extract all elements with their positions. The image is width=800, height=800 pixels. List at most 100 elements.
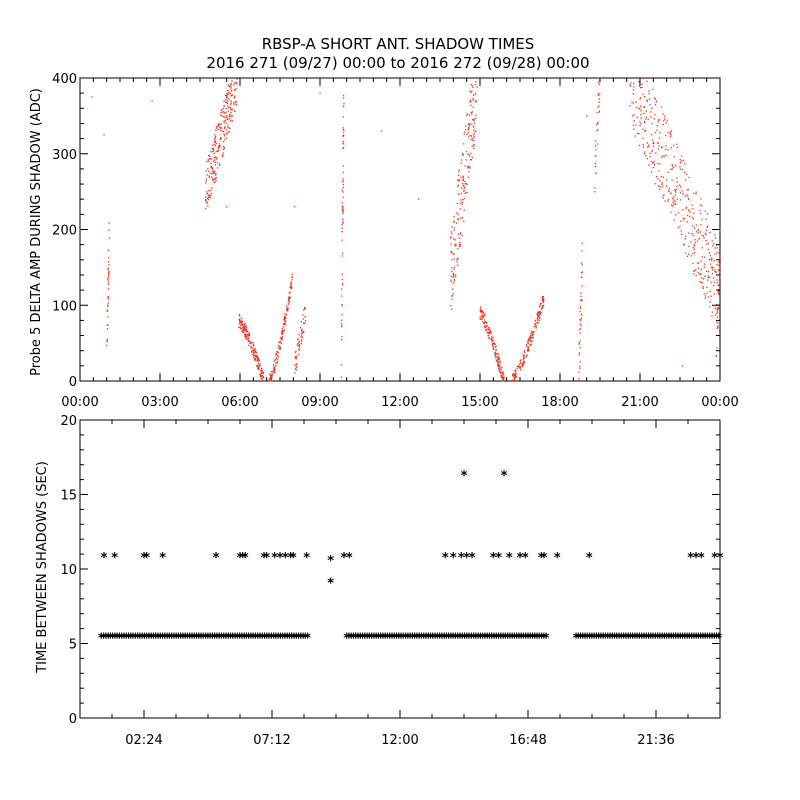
shadow-amp-point: [498, 368, 500, 371]
shadow-amp-point: [596, 143, 599, 145]
shadow-amp-point: [481, 310, 483, 312]
baseline-star: *: [538, 632, 545, 647]
shadow-amp-point: [536, 314, 538, 316]
shadow-amp-point: [258, 358, 260, 360]
shadow-amp-point: [243, 334, 246, 336]
shadow-amp-point: [223, 127, 226, 129]
shadow-amp-point: [226, 115, 228, 117]
shadow-amp-point: [675, 188, 678, 190]
shadow-amp-point: [206, 197, 209, 200]
shadow-amp-point: [665, 122, 667, 124]
shadow-amp-point: [488, 329, 490, 331]
shadow-amp-point: [207, 168, 209, 170]
shadow-amp-point: [579, 367, 581, 369]
shadow-amp-point: [539, 312, 541, 315]
shadow-amp-point: [461, 203, 463, 205]
shadow-amp-point: [694, 227, 696, 229]
shadow-amp-point: [697, 262, 699, 265]
baseline-star: *: [509, 632, 516, 647]
shadow-amp-point: [714, 234, 716, 236]
shadow-amp-point: [218, 164, 221, 166]
shadow-amp-point: [640, 113, 642, 116]
shadow-amp-point: [216, 142, 218, 144]
shadow-amp-point: [688, 210, 690, 212]
shadow-amp-point: [276, 353, 278, 356]
shadow-amp-point: [673, 189, 676, 191]
shadow-amp-point: [492, 342, 494, 344]
shadow-amp-point: [701, 247, 703, 249]
shadow-amp-point: [226, 118, 228, 120]
shadow-amp-point: [681, 209, 684, 211]
shadow-amp-point: [636, 116, 638, 119]
shadow-amp-point: [213, 138, 216, 140]
shadow-amp-point: [342, 252, 344, 254]
shadow-amp-point: [463, 220, 465, 223]
shadow-amp-point: [319, 92, 321, 94]
shadow-amp-point: [108, 271, 110, 273]
shadow-amp-point: [638, 132, 640, 135]
shadow-amp-point: [523, 357, 526, 359]
shadow-amp-point: [106, 328, 109, 330]
baseline-star: *: [613, 632, 620, 647]
shadow-amp-point: [249, 340, 251, 343]
shadow-amp-point: [228, 107, 230, 109]
shadow-amp-point: [476, 86, 478, 88]
shadow-amp-point: [247, 335, 249, 337]
shadow-amp-point: [227, 124, 229, 126]
baseline-star: *: [234, 632, 241, 647]
shadow-amp-point: [640, 87, 642, 89]
shadow-amp-point: [461, 201, 464, 204]
shadow-amp-point: [664, 115, 666, 117]
baseline-star: *: [629, 632, 636, 647]
shadow-amp-point: [522, 357, 524, 359]
shadow-amp-point: [683, 243, 685, 245]
shadow-amp-point: [474, 117, 477, 120]
shadow-amp-point: [457, 257, 459, 260]
shadow-amp-point: [700, 198, 702, 200]
shadow-amp-point: [290, 281, 292, 283]
shadow-amp-point: [270, 377, 273, 379]
shadow-amp-point: [668, 190, 670, 192]
shadow-amp-point: [710, 281, 712, 283]
shadow-amp-point: [642, 146, 645, 148]
shadow-amp-point: [578, 329, 581, 331]
shadow-amp-point: [214, 181, 216, 183]
shadow-amp-point: [211, 169, 214, 171]
shadow-amp-point: [703, 266, 705, 268]
shadow-amp-point: [460, 159, 463, 161]
shadow-amp-point: [457, 218, 459, 220]
shadow-amp-point: [465, 183, 467, 185]
shadow-amp-point: [250, 346, 252, 348]
shadow-amp-point: [107, 279, 109, 281]
shadow-amp-point: [296, 363, 298, 366]
shadow-amp-point: [479, 308, 482, 310]
baseline-star: *: [418, 632, 425, 647]
shadow-amp-point: [530, 343, 533, 345]
shadow-amp-point: [495, 349, 497, 351]
shadow-amp-point: [341, 224, 343, 226]
shadow-amp-point: [711, 311, 713, 313]
shadow-amp-point: [632, 92, 634, 95]
baseline-star: *: [516, 632, 523, 647]
figure-title-line1: RBSP-A SHORT ANT. SHADOW TIMES: [262, 35, 535, 53]
shadow-amp-point: [258, 364, 260, 366]
shadow-amp-point: [666, 119, 668, 121]
shadow-amp-point: [674, 203, 676, 205]
shadow-amp-point: [464, 131, 466, 133]
shadow-amp-point: [594, 162, 596, 165]
shadow-amp-point: [205, 199, 207, 201]
shadow-amp-point: [707, 225, 709, 227]
shadow-amp-point: [459, 245, 461, 248]
shadow-amp-point: [301, 332, 303, 334]
shadow-amp-point: [692, 208, 694, 210]
shadow-amp-point: [284, 317, 287, 320]
shadow-amp-point: [578, 371, 580, 373]
shadow-amp-point: [580, 324, 582, 327]
shadow-amp-point: [470, 152, 472, 155]
shadow-amp-point: [648, 90, 650, 92]
shadow-amp-point: [461, 192, 463, 195]
shadow-amp-point: [679, 185, 682, 188]
shadow-amp-point: [472, 99, 475, 101]
